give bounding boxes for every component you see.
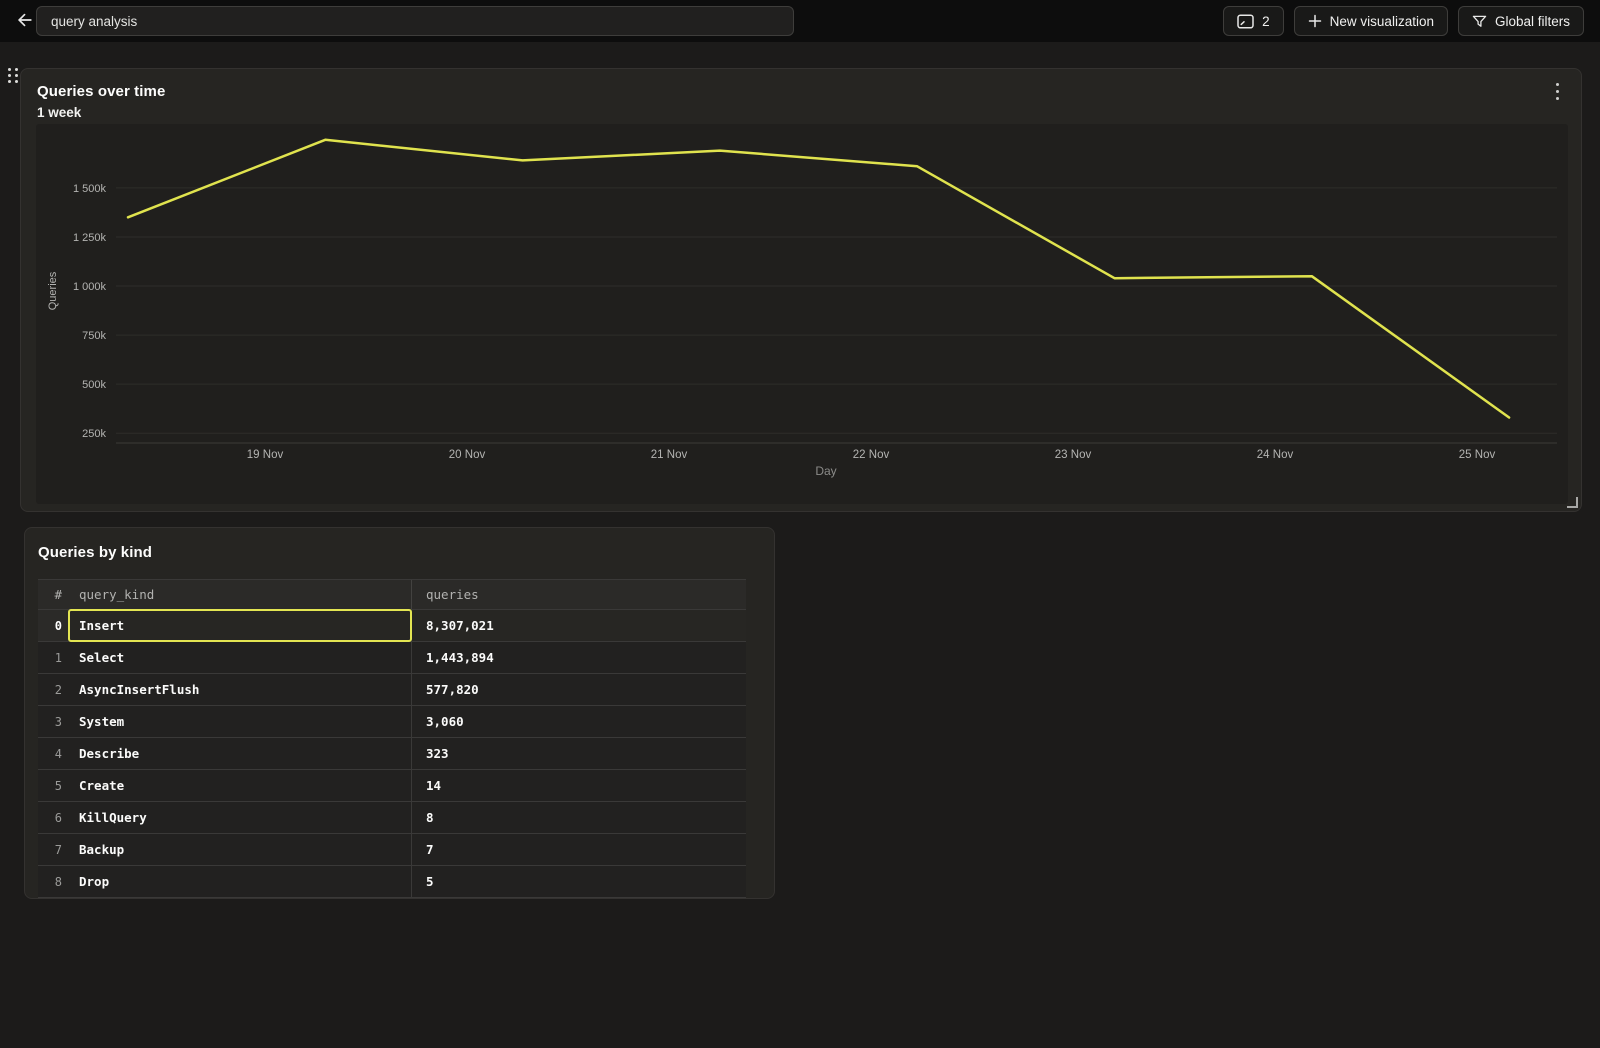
cell-queries[interactable]: 14 (411, 770, 746, 801)
x-axis-title: Day (815, 464, 836, 478)
chart-canvas: 1 500k 1 250k 1 000k 750k 500k 250k 19 Nov 20 N… (47, 138, 1557, 478)
column-header-queries: queries (411, 580, 746, 609)
table-row: 0 Insert 8,307,021 (38, 609, 746, 642)
cell-queries[interactable]: 1,443,894 (411, 642, 746, 673)
global-filters-label: Global filters (1494, 13, 1570, 29)
global-filters-button[interactable]: Global filters (1457, 6, 1584, 36)
cell-row-index[interactable]: 4 (38, 738, 69, 769)
cell-query-kind[interactable]: System (69, 706, 411, 737)
back-button[interactable] (12, 8, 38, 34)
table-body: 0 Insert 8,307,021 1 Select 1,443,894 2 AsyncIn… (38, 609, 746, 898)
cell-query-kind[interactable]: Create (69, 770, 411, 801)
y-tick-label: 250k (82, 428, 106, 440)
x-tick-label: 20 Nov (449, 449, 486, 461)
table-row: 4 Describe 323 (38, 738, 746, 770)
cell-query-kind[interactable]: KillQuery (69, 802, 411, 833)
cell-row-index[interactable]: 3 (38, 706, 69, 737)
selected-cell-outline (68, 609, 412, 642)
x-tick-label: 22 Nov (853, 449, 890, 461)
queries-by-kind-card: Queries by kind # query_kind queries 0 In… (24, 527, 775, 899)
cell-queries[interactable]: 8,307,021 (411, 610, 746, 641)
arrow-left-icon (15, 10, 35, 33)
queries-over-time-card: Queries over time 1 week 1 500k 1 250k 1 0… (20, 68, 1582, 512)
cell-row-index[interactable]: 2 (38, 674, 69, 705)
table-row: 5 Create 14 (38, 770, 746, 802)
table-row: 8 Drop 5 (38, 866, 746, 898)
cell-row-index[interactable]: 6 (38, 802, 69, 833)
plus-icon (1308, 14, 1322, 28)
cell-row-index[interactable]: 8 (38, 866, 69, 897)
chart-card-header: Queries over time 1 week (37, 83, 165, 120)
cell-query-kind[interactable]: Backup (69, 834, 411, 865)
cell-queries[interactable]: 8 (411, 802, 746, 833)
cell-queries[interactable]: 7 (411, 834, 746, 865)
table-row: 6 KillQuery 8 (38, 802, 746, 834)
top-bar: 2 New visualization Global filters (0, 0, 1600, 42)
x-tick-label: 21 Nov (651, 449, 688, 461)
kebab-menu-icon[interactable] (1549, 81, 1565, 101)
dashboard-title-input[interactable] (36, 6, 794, 36)
visualization-count-label: 2 (1262, 13, 1270, 29)
x-tick-label: 24 Nov (1257, 449, 1294, 461)
new-visualization-label: New visualization (1329, 13, 1434, 29)
y-tick-label: 750k (82, 330, 106, 342)
y-tick-label: 500k (82, 379, 106, 391)
y-axis-title: Queries (47, 271, 59, 310)
topbar-actions: 2 New visualization Global filters (1223, 6, 1584, 36)
cell-row-index[interactable]: 0 (38, 610, 69, 641)
new-visualization-button[interactable]: New visualization (1293, 6, 1448, 36)
cell-queries[interactable]: 577,820 (411, 674, 746, 705)
chart-subtitle: 1 week (37, 105, 82, 120)
table-title: Queries by kind (38, 544, 153, 561)
cell-queries[interactable]: 3,060 (411, 706, 746, 737)
cell-row-index[interactable]: 5 (38, 770, 69, 801)
cell-query-kind[interactable]: Insert (68, 609, 412, 642)
cell-queries[interactable]: 5 (411, 866, 746, 897)
table-row: 7 Backup 7 (38, 834, 746, 866)
column-header-index: # (38, 580, 69, 609)
column-header-query-kind: query_kind (69, 580, 411, 609)
y-tick-label: 1 250k (73, 232, 107, 244)
y-tick-label: 1 500k (73, 183, 107, 195)
table-row: 2 AsyncInsertFlush 577,820 (38, 674, 746, 706)
cell-row-index[interactable]: 7 (38, 834, 69, 865)
cell-row-index[interactable]: 1 (38, 642, 69, 673)
queries-series-line (126, 138, 1511, 419)
cell-queries[interactable]: 323 (411, 738, 746, 769)
query-kind-table: # query_kind queries 0 Insert 8,307,021 1 Se… (38, 579, 746, 898)
chart-plot-area[interactable]: 1 500k 1 250k 1 000k 750k 500k 250k 19 Nov 20 N… (36, 124, 1568, 504)
funnel-icon (1472, 14, 1487, 29)
x-tick-label: 19 Nov (247, 449, 284, 461)
y-tick-label: 1 000k (73, 281, 107, 293)
cell-query-kind[interactable]: Select (69, 642, 411, 673)
table-row: 3 System 3,060 (38, 706, 746, 738)
card-resize-handle[interactable] (1567, 497, 1578, 508)
card-drag-handle-icon[interactable] (6, 66, 20, 85)
cell-query-kind[interactable]: Drop (69, 866, 411, 897)
table-header-row: # query_kind queries (38, 579, 746, 610)
visualization-count-button[interactable]: 2 (1223, 6, 1284, 36)
console-panel-icon (1237, 13, 1254, 29)
table-row: 1 Select 1,443,894 (38, 642, 746, 674)
x-tick-label: 23 Nov (1055, 449, 1092, 461)
chart-title: Queries over time (37, 83, 166, 100)
cell-query-kind[interactable]: Describe (69, 738, 411, 769)
x-tick-label: 25 Nov (1459, 449, 1496, 461)
cell-query-kind[interactable]: AsyncInsertFlush (69, 674, 411, 705)
